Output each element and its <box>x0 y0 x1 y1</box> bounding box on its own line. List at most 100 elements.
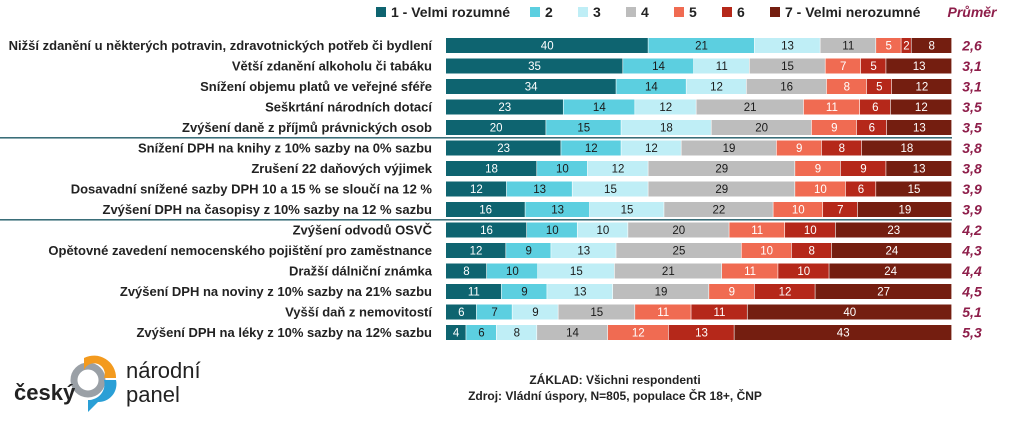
bar-segment <box>866 79 892 94</box>
data-label: 11 <box>842 41 854 53</box>
data-label: 15 <box>621 205 634 217</box>
bar-segment <box>512 304 558 320</box>
bar-row: Zvýšení DPH na léky z 10% sazby na 12% s… <box>136 325 981 341</box>
data-label: 12 <box>612 164 625 176</box>
bar-segment <box>668 325 734 340</box>
group-separators <box>0 137 952 221</box>
bar-segment <box>561 140 621 156</box>
data-label: 8 <box>844 82 850 94</box>
data-label: 5 <box>886 41 892 53</box>
bar-row: Větší zdanění alkoholu či tabáku 35 14 11 15… <box>232 58 982 74</box>
data-label: 40 <box>541 41 554 53</box>
data-label: 15 <box>577 123 590 135</box>
category-label: Zvýšení DPH na časopisy z 10% sazby na 1… <box>103 202 433 217</box>
bar-segment <box>551 243 616 258</box>
data-label: 9 <box>532 307 538 319</box>
legend-label-3: 3 <box>593 4 601 20</box>
data-label: 40 <box>843 307 856 319</box>
data-label: 21 <box>695 41 708 53</box>
category-label: Snížení DPH na knihy z 10% sazby na 0% s… <box>138 141 432 156</box>
data-label: 29 <box>715 164 728 176</box>
bar-segment <box>563 99 635 115</box>
legend-swatch-1 <box>376 7 386 17</box>
bar-segment <box>911 38 952 53</box>
bar-segment <box>734 325 952 340</box>
bar-segment <box>826 79 867 94</box>
data-label: 14 <box>652 61 665 73</box>
bar-segment <box>749 58 825 74</box>
average-value: 2,6 <box>961 38 982 54</box>
bar-row: Zvýšení DPH na noviny z 10% sazby na 21%… <box>120 284 982 300</box>
data-label: 14 <box>593 102 606 114</box>
bar-row: Zvýšení DPH na časopisy z 10% sazby na 1… <box>103 202 982 218</box>
average-value: 3,1 <box>962 79 982 95</box>
data-label: 35 <box>528 61 541 73</box>
category-label: Nižší zdanění u některých potravin, zdra… <box>9 38 433 53</box>
data-label: 24 <box>884 266 897 278</box>
legend-swatch-2 <box>530 7 540 17</box>
bar-segment <box>845 181 876 197</box>
data-label: 9 <box>521 287 527 299</box>
bar-segment <box>856 120 887 135</box>
bar-segment <box>621 140 681 156</box>
data-label: 9 <box>815 164 821 176</box>
data-label: 9 <box>729 287 735 299</box>
data-label: 6 <box>872 102 878 114</box>
bar-segment <box>711 120 812 135</box>
bar-segment <box>860 58 886 74</box>
legend-swatch-7 <box>770 7 780 17</box>
average-value: 3,1 <box>962 58 982 74</box>
data-label: 18 <box>485 164 498 176</box>
bar-segment <box>823 202 858 217</box>
data-label: 12 <box>915 102 928 114</box>
data-label: 11 <box>716 61 728 73</box>
data-label: 16 <box>480 225 493 237</box>
data-label: 11 <box>751 225 763 237</box>
bar-segment <box>476 304 512 320</box>
data-label: 29 <box>715 184 728 196</box>
bar-segment <box>446 181 507 197</box>
bar-segment <box>612 284 709 299</box>
data-label: 12 <box>710 82 723 94</box>
data-label: 11 <box>826 102 838 114</box>
data-label: 16 <box>479 205 492 217</box>
data-label: 21 <box>744 102 757 114</box>
data-label: 13 <box>574 287 587 299</box>
data-label: 13 <box>913 123 926 135</box>
bar-segment <box>648 161 795 176</box>
data-label: 9 <box>860 164 866 176</box>
bar-segment <box>621 120 711 135</box>
bar-segment <box>547 284 613 299</box>
data-label: 12 <box>470 184 483 196</box>
data-label: 8 <box>514 328 520 340</box>
bar-segment <box>446 304 477 320</box>
bar-segment <box>635 99 696 115</box>
category-label: Dosavadní snížené sazby DPH 10 a 15 % se… <box>71 182 433 197</box>
logo-word-narodni: národní <box>126 358 201 383</box>
average-value: 4,2 <box>961 222 982 238</box>
data-label: 6 <box>458 307 464 319</box>
data-label: 9 <box>796 143 802 155</box>
cesky-narodni-panel-logo: český národní panel <box>6 350 206 420</box>
data-label: 12 <box>645 143 658 155</box>
bar-segment <box>693 58 749 74</box>
logo-mark-icon <box>70 355 117 412</box>
bar-segment <box>825 58 861 74</box>
bar-segment <box>815 284 952 299</box>
data-label: 8 <box>463 266 469 278</box>
bar-segment <box>664 202 773 217</box>
data-label: 10 <box>814 184 827 196</box>
logo-word-panel: panel <box>126 382 180 407</box>
bar-row: Zrušení 22 daňových výjimek 18 10 12 29 9 9 13 3… <box>251 161 982 177</box>
bar-segment <box>506 243 551 258</box>
data-label: 6 <box>478 328 484 340</box>
average-header: Průměr <box>947 4 998 20</box>
bar-segment <box>821 140 862 156</box>
data-label: 15 <box>908 184 921 196</box>
bar-segment <box>446 161 537 176</box>
bar-segment <box>446 99 563 115</box>
data-label: 22 <box>712 205 725 217</box>
bar-segment <box>791 243 832 258</box>
data-label: 8 <box>929 41 935 53</box>
data-label: 13 <box>577 246 590 258</box>
